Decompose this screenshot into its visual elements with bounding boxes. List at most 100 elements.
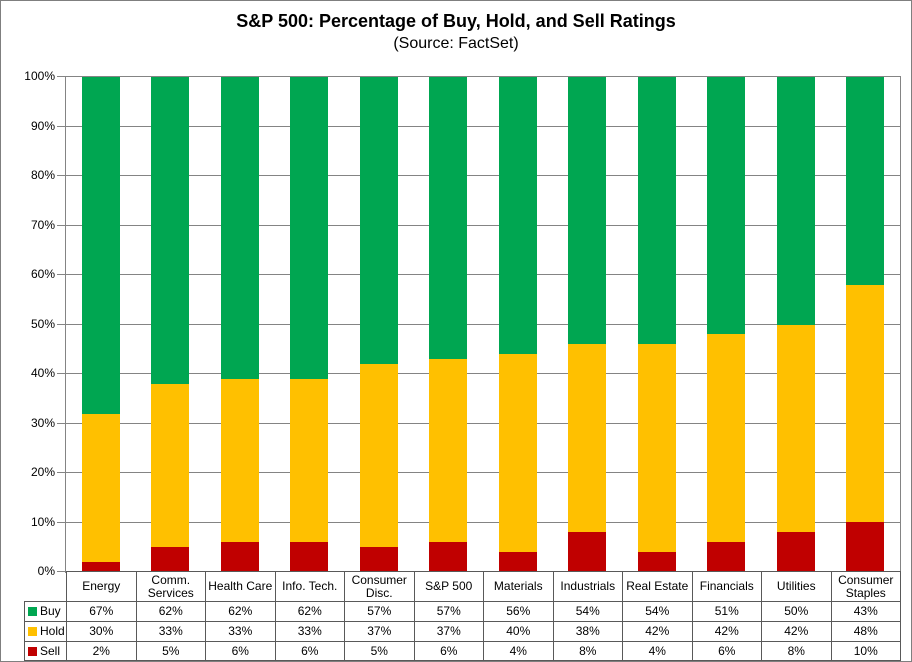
value-cell: 51% bbox=[691, 601, 762, 622]
bar-segment-sell bbox=[498, 552, 537, 572]
bar-segment-buy bbox=[220, 77, 259, 379]
bar-column bbox=[692, 77, 762, 572]
value-cell: 5% bbox=[135, 641, 206, 661]
y-axis-tick bbox=[57, 571, 65, 572]
bar-column bbox=[622, 77, 692, 572]
bar-segment-buy bbox=[776, 77, 815, 325]
category-header: Industrials bbox=[552, 571, 623, 602]
category-header: Materials bbox=[483, 571, 554, 602]
y-axis-tick bbox=[57, 323, 65, 325]
legend-cell-buy: Buy bbox=[24, 601, 67, 622]
value-cell: 54% bbox=[552, 601, 623, 622]
value-cell: 42% bbox=[622, 621, 693, 642]
value-cell: 2% bbox=[66, 641, 137, 661]
value-cell: 42% bbox=[761, 621, 832, 642]
stacked-bar bbox=[568, 77, 607, 572]
stacked-bar bbox=[429, 77, 468, 572]
value-cell: 62% bbox=[135, 601, 206, 622]
bar-segment-hold bbox=[776, 324, 815, 533]
category-header: Info. Tech. bbox=[274, 571, 345, 602]
y-axis-tick bbox=[57, 521, 65, 523]
bar-column bbox=[136, 77, 206, 572]
stacked-bar bbox=[637, 77, 676, 572]
legend-swatch-buy bbox=[28, 607, 37, 616]
stacked-bar bbox=[846, 77, 885, 572]
value-cell: 54% bbox=[622, 601, 693, 622]
category-header: Utilities bbox=[761, 571, 832, 602]
bar-segment-hold bbox=[151, 383, 190, 548]
y-axis-label: 30% bbox=[30, 415, 55, 430]
bar-segment-buy bbox=[568, 77, 607, 345]
category-header: Energy bbox=[66, 571, 137, 602]
category-header: S&P 500 bbox=[413, 571, 484, 602]
legend-cell-sell: Sell bbox=[24, 641, 67, 661]
bar-segment-hold bbox=[220, 378, 259, 543]
legend-label: Hold bbox=[40, 624, 65, 638]
y-axis-label: 0% bbox=[37, 564, 55, 578]
y-axis-label: 80% bbox=[30, 168, 55, 182]
bar-segment-sell bbox=[359, 547, 398, 572]
value-cell: 42% bbox=[691, 621, 762, 642]
legend-cell-hold: Hold bbox=[24, 621, 67, 642]
bar-segment-buy bbox=[151, 77, 190, 384]
category-header: Consumer Disc. bbox=[344, 571, 415, 602]
bar-segment-hold bbox=[81, 413, 120, 563]
bar-column bbox=[66, 77, 136, 572]
bar-segment-sell bbox=[81, 562, 120, 572]
gridline bbox=[66, 323, 900, 325]
gridline bbox=[66, 274, 900, 275]
stacked-bar bbox=[290, 77, 329, 572]
bar-segment-buy bbox=[81, 77, 120, 414]
y-axis-label: 60% bbox=[30, 267, 55, 281]
bar-segment-sell bbox=[429, 542, 468, 572]
bar-segment-hold bbox=[498, 354, 537, 553]
y-axis-label: 70% bbox=[30, 217, 55, 232]
bar-segment-sell bbox=[846, 522, 885, 572]
value-cell: 6% bbox=[205, 641, 276, 661]
category-header: Health Care bbox=[205, 571, 276, 602]
value-cell: 56% bbox=[483, 601, 554, 622]
category-header: Comm. Services bbox=[135, 571, 206, 602]
bar-segment-buy bbox=[707, 77, 746, 335]
bar-segment-sell bbox=[637, 552, 676, 572]
value-cell: 57% bbox=[413, 601, 484, 622]
stacked-bar bbox=[81, 77, 120, 572]
value-cell: 43% bbox=[830, 601, 901, 622]
y-axis-label: 90% bbox=[30, 118, 55, 133]
value-cell: 8% bbox=[761, 641, 832, 661]
legend-swatch-sell bbox=[28, 646, 37, 656]
bar-segment-hold bbox=[290, 378, 329, 543]
y-axis-tick bbox=[57, 125, 65, 127]
value-cell: 48% bbox=[830, 621, 901, 642]
gridline bbox=[66, 422, 900, 424]
bar-column bbox=[414, 77, 484, 572]
bar-segment-buy bbox=[637, 77, 676, 345]
y-axis-label: 50% bbox=[30, 316, 55, 331]
bar-column bbox=[553, 77, 623, 572]
bar-column bbox=[275, 77, 345, 572]
bar-segment-hold bbox=[707, 334, 746, 543]
y-axis-tick bbox=[57, 373, 65, 374]
bar-column bbox=[344, 77, 414, 572]
y-axis-label: 100% bbox=[24, 69, 55, 83]
stacked-bar bbox=[776, 77, 815, 572]
bar-segment-buy bbox=[846, 77, 885, 285]
legend-label: Buy bbox=[40, 604, 61, 618]
bar-segment-sell bbox=[707, 542, 746, 572]
stacked-bar bbox=[151, 77, 190, 572]
bar-segment-hold bbox=[359, 364, 398, 548]
bar-segment-hold bbox=[637, 344, 676, 553]
y-axis-tick bbox=[57, 224, 65, 226]
stacked-bar bbox=[359, 77, 398, 572]
bar-segment-sell bbox=[568, 532, 607, 572]
bar-segment-sell bbox=[776, 532, 815, 572]
value-cell: 33% bbox=[135, 621, 206, 642]
bar-segment-buy bbox=[359, 77, 398, 365]
value-cell: 67% bbox=[66, 601, 137, 622]
value-cell: 10% bbox=[830, 641, 901, 661]
value-cell: 50% bbox=[761, 601, 832, 622]
category-header: Consumer Staples bbox=[830, 571, 901, 602]
value-cell: 6% bbox=[274, 641, 345, 661]
bar-segment-sell bbox=[290, 542, 329, 572]
bar-segment-sell bbox=[151, 547, 190, 572]
